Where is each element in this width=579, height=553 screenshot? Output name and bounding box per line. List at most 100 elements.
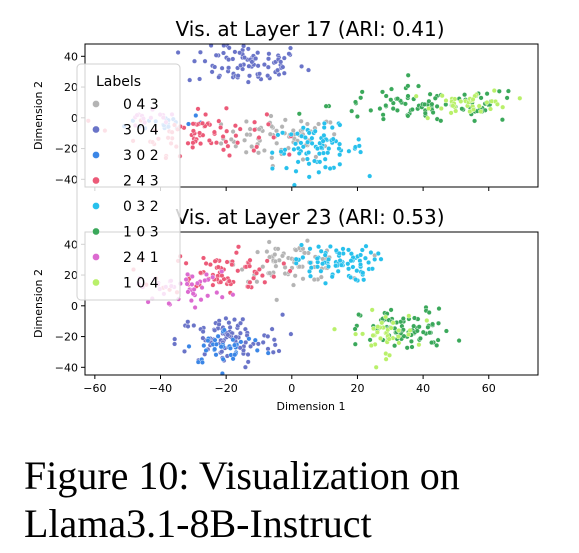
- scatter-point: [396, 328, 402, 334]
- scatter-point: [484, 99, 490, 105]
- scatter-point: [280, 312, 286, 318]
- scatter-point: [388, 325, 394, 331]
- scatter-point: [380, 116, 386, 122]
- scatter-point: [306, 174, 312, 180]
- scatter-point: [247, 126, 253, 132]
- scatter-point: [213, 52, 219, 58]
- scatter-point: [202, 58, 208, 64]
- scatter-point: [337, 122, 343, 128]
- scatter-point: [292, 273, 298, 279]
- scatter-point: [219, 269, 225, 275]
- scatter-point: [221, 327, 227, 333]
- scatter-point: [216, 321, 222, 327]
- scatter-point: [353, 277, 359, 283]
- scatter-point: [230, 129, 236, 135]
- scatter-point: [358, 149, 364, 155]
- scatter-point: [488, 106, 494, 112]
- scatter-point: [191, 323, 197, 329]
- scatter-point: [227, 324, 233, 330]
- panel-layer-23: Vis. at Layer 23 (ARI: 0.53) 40 20 0 −20 −40…: [32, 205, 539, 413]
- scatter-point: [230, 292, 236, 298]
- scatter-point: [213, 140, 219, 146]
- scatter-point: [337, 141, 343, 147]
- scatter-point: [299, 63, 305, 69]
- scatter-point: [275, 67, 281, 73]
- legend-marker: [92, 227, 100, 236]
- scatter-point: [369, 266, 375, 272]
- x-tick-label: −60: [83, 382, 106, 395]
- scatter-point: [201, 343, 207, 349]
- scatter-point: [224, 128, 230, 134]
- scatter-point: [225, 332, 231, 338]
- scatter-point: [353, 99, 359, 105]
- scatter-point: [237, 320, 243, 326]
- scatter-point: [383, 93, 389, 99]
- scatter-point: [316, 151, 322, 157]
- scatter-point: [205, 338, 211, 344]
- scatter-point: [227, 345, 233, 351]
- scatter-point: [375, 324, 381, 330]
- scatter-point: [172, 341, 178, 347]
- chart-title-layer-23: Vis. at Layer 23 (ARI: 0.53): [175, 205, 444, 229]
- scatter-point: [462, 92, 468, 98]
- scatter-point: [379, 320, 385, 326]
- scatter-point: [216, 118, 222, 124]
- scatter-point: [317, 159, 323, 165]
- scatter-point: [368, 343, 374, 349]
- scatter-point: [288, 45, 294, 51]
- scatter-point: [336, 250, 342, 256]
- scatter-point: [225, 143, 231, 149]
- scatter-point: [491, 88, 497, 94]
- scatter-point: [318, 274, 324, 280]
- scatter-point: [435, 337, 441, 343]
- scatter-point: [183, 277, 189, 283]
- scatter-point: [203, 272, 209, 278]
- scatter-point: [245, 352, 251, 358]
- y-tick-label: 40: [64, 50, 78, 63]
- scatter-point: [213, 352, 219, 358]
- scatter-point: [438, 105, 444, 111]
- scatter-point: [308, 265, 314, 271]
- scatter-point: [223, 315, 229, 321]
- scatter-point: [425, 324, 431, 330]
- scatter-point: [304, 238, 310, 244]
- scatter-point: [405, 113, 411, 119]
- scatter-point: [438, 118, 444, 124]
- scatter-point: [416, 342, 422, 348]
- scatter-point: [190, 291, 196, 297]
- scatter-point: [193, 112, 199, 118]
- scatter-point: [269, 326, 275, 332]
- scatter-point: [338, 262, 344, 268]
- scatter-point: [220, 147, 226, 153]
- scatter-point: [276, 348, 282, 354]
- scatter-point: [260, 264, 266, 270]
- scatter-point: [226, 57, 232, 63]
- plot-frame-layer-23: [84, 231, 539, 376]
- scatter-point: [245, 46, 251, 52]
- scatter-point: [243, 149, 249, 155]
- scatter-point: [335, 268, 341, 274]
- scatter-point: [223, 139, 229, 145]
- scatter-point: [245, 284, 251, 290]
- scatter-point: [207, 262, 213, 268]
- scatter-point: [199, 285, 205, 291]
- scatter-point: [296, 111, 302, 117]
- scatter-point: [390, 100, 396, 106]
- scatter-point: [348, 274, 354, 280]
- scatter-point: [265, 73, 271, 79]
- scatter-point: [458, 98, 464, 104]
- scatter-point: [430, 109, 436, 115]
- scatter-point: [416, 324, 422, 330]
- scatter-point: [293, 256, 299, 262]
- scatter-point: [237, 330, 243, 336]
- scatter-point: [409, 344, 415, 350]
- scatter-point: [166, 301, 172, 307]
- scatter-point: [203, 348, 209, 354]
- scatter-point: [190, 144, 196, 150]
- scatter-point: [191, 58, 197, 64]
- scatter-point: [242, 364, 248, 370]
- scatter-point: [200, 255, 206, 261]
- scatter-point: [300, 254, 306, 260]
- scatter-point: [282, 117, 288, 123]
- scatter-point: [206, 137, 212, 143]
